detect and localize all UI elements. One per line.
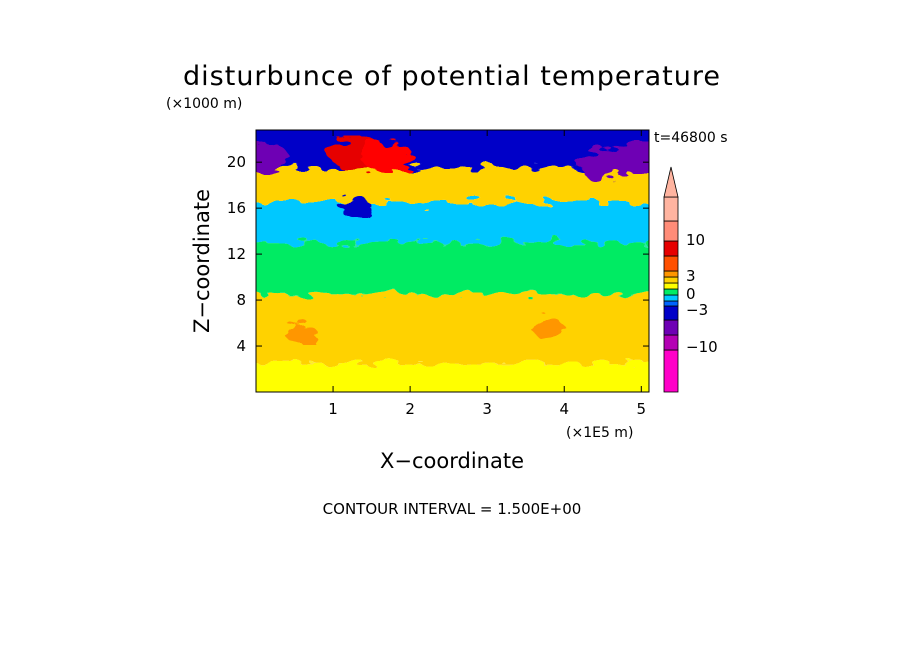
- x-tick-label: 3: [482, 400, 492, 418]
- x-axis-label: X−coordinate: [380, 449, 524, 473]
- colorbar-label: 0: [686, 285, 696, 303]
- contour-band: [256, 202, 649, 243]
- colorbar-swatch: [663, 196, 679, 222]
- colorbar-swatch: [663, 240, 679, 257]
- contour-feature: [340, 198, 373, 219]
- contour-features: [256, 135, 649, 345]
- contour-interval-note: CONTOUR INTERVAL = 1.500E+00: [323, 500, 582, 518]
- y-tick-label: 16: [227, 199, 246, 217]
- y-tick-label: 12: [227, 245, 246, 263]
- y-tick-label: 20: [227, 153, 246, 171]
- contour-feature: [532, 318, 565, 339]
- x-scale-label: (×1E5 m): [566, 425, 633, 441]
- contour-feature: [469, 139, 505, 162]
- colorbar-extension: [663, 166, 679, 198]
- colorbar-swatch: [663, 220, 679, 242]
- time-label: t=46800 s: [654, 130, 728, 146]
- colorbar-label: −3: [686, 301, 708, 319]
- colorbar-label: 3: [686, 267, 696, 285]
- colorbar-swatch: [663, 319, 679, 336]
- contour-feature: [615, 140, 649, 173]
- contour-band: [256, 294, 649, 364]
- contour-feature: [256, 141, 288, 172]
- x-axis: 1 2 3 4 5: [328, 130, 646, 418]
- colorbar-swatch: [663, 270, 679, 278]
- x-tick-label: 2: [405, 400, 415, 418]
- contour-band: [256, 167, 649, 203]
- contour-band: [256, 242, 649, 295]
- y-axis: 4 8 12 16 20: [227, 153, 649, 355]
- contour-bands: [256, 130, 649, 392]
- colorbar-swatch: [663, 282, 679, 290]
- contour-feature: [578, 149, 627, 180]
- colorbar: 10 30−3 −10: [663, 166, 718, 393]
- contour-band: [256, 363, 649, 392]
- colorbar-swatch: [663, 288, 679, 296]
- colorbar-swatch: [663, 255, 679, 272]
- y-axis-label: Z−coordinate: [190, 189, 214, 333]
- x-tick-label: 5: [637, 400, 647, 418]
- y-scale-label: (×1000 m): [166, 96, 242, 112]
- x-tick-label: 4: [559, 400, 569, 418]
- plot-frame: [255, 129, 650, 393]
- colorbar-swatch: [663, 276, 679, 284]
- colorbar-swatch: [663, 349, 679, 393]
- colorbar-label: −10: [686, 338, 718, 356]
- colorbar-swatch: [663, 300, 679, 307]
- contour-feature: [529, 136, 569, 161]
- contour-feature: [361, 140, 413, 173]
- colorbar-swatch: [663, 294, 679, 302]
- y-tick-label: 8: [236, 291, 246, 309]
- colorbar-swatch: [663, 334, 679, 351]
- contour-fill: [256, 130, 649, 392]
- y-tick-label: 4: [236, 337, 246, 355]
- contour-feature: [286, 324, 319, 345]
- x-tick-label: 1: [328, 400, 338, 418]
- chart-title: disturbunce of potential temperature: [183, 61, 721, 92]
- colorbar-swatch: [663, 305, 679, 321]
- colorbar-label: 10: [686, 231, 705, 249]
